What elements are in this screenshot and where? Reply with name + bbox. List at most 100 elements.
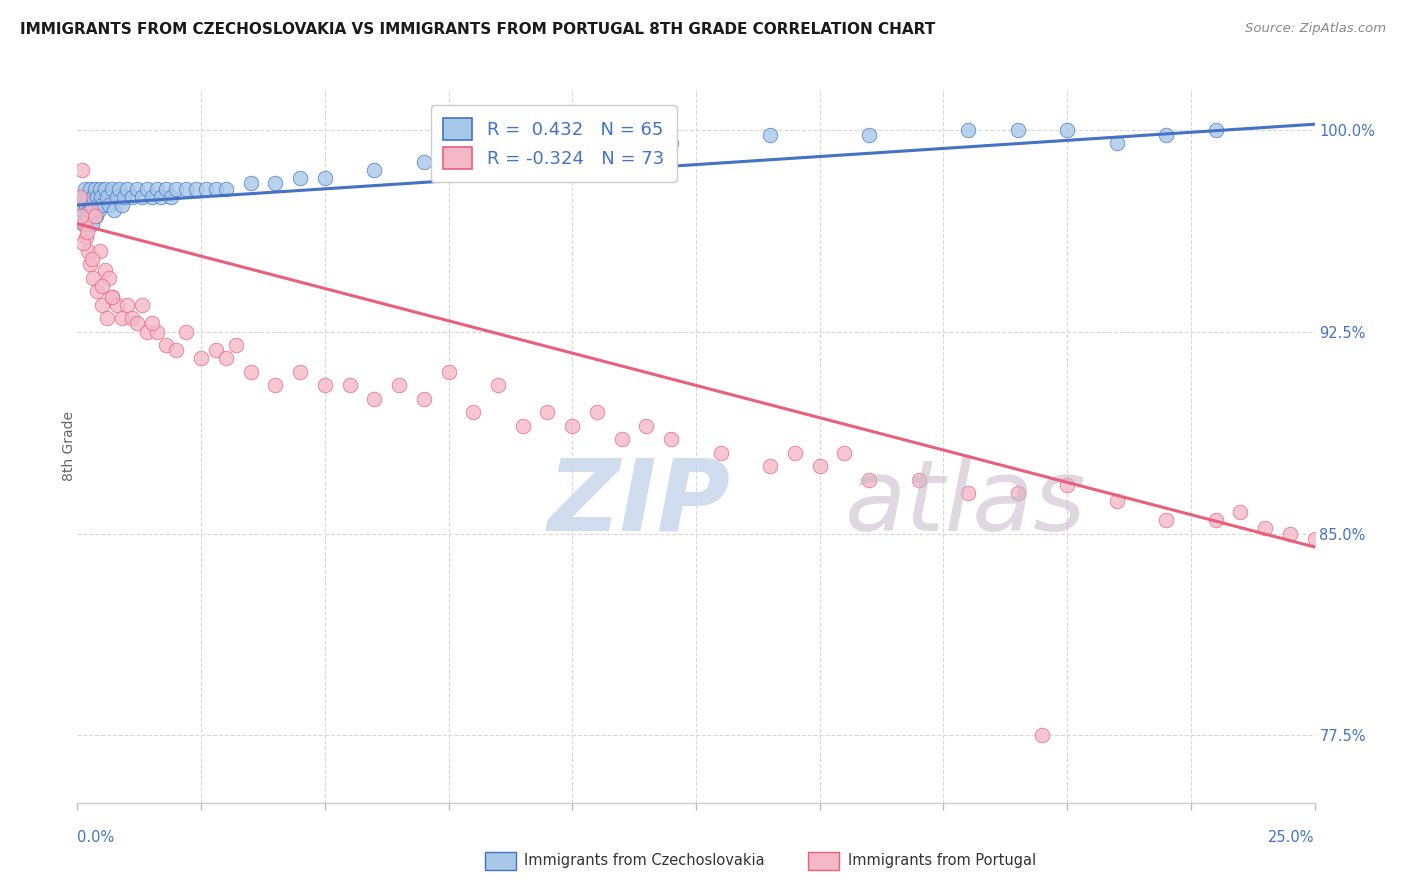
Point: [121, 311, 143, 326]
Point: [70, 209, 93, 223]
Point: [412, 155, 434, 169]
Point: [412, 392, 434, 406]
Point: [165, 182, 187, 196]
Point: [83, 203, 105, 218]
Point: [77, 190, 100, 204]
Point: [77, 203, 100, 218]
Point: [69, 209, 91, 223]
Text: Source: ZipAtlas.com: Source: ZipAtlas.com: [1246, 22, 1386, 36]
Point: [82, 252, 104, 266]
Point: [98, 270, 121, 285]
Text: 25.0%: 25.0%: [1268, 830, 1315, 845]
Point: [1105, 494, 1128, 508]
Point: [174, 325, 197, 339]
Point: [141, 317, 163, 331]
Point: [87, 198, 110, 212]
Point: [72, 163, 94, 178]
Point: [77, 244, 100, 258]
Point: [141, 190, 163, 204]
Point: [314, 171, 336, 186]
Point: [659, 136, 682, 150]
Point: [101, 182, 124, 196]
Point: [512, 418, 534, 433]
Point: [486, 378, 509, 392]
Point: [225, 338, 247, 352]
Point: [1031, 729, 1053, 743]
Point: [79, 182, 101, 196]
Point: [150, 190, 173, 204]
Point: [84, 209, 107, 223]
Point: [125, 317, 148, 331]
Point: [84, 182, 107, 196]
Point: [834, 446, 856, 460]
Point: [1105, 136, 1128, 150]
Point: [165, 343, 187, 358]
Point: [80, 198, 103, 212]
Point: [75, 182, 97, 196]
Point: [536, 405, 558, 419]
Point: [145, 325, 167, 339]
Point: [105, 298, 128, 312]
Point: [131, 298, 153, 312]
Text: IMMIGRANTS FROM CZECHOSLOVAKIA VS IMMIGRANTS FROM PORTUGAL 8TH GRADE CORRELATION: IMMIGRANTS FROM CZECHOSLOVAKIA VS IMMIGR…: [20, 22, 935, 37]
Y-axis label: 8th Grade: 8th Grade: [62, 411, 76, 481]
Point: [1154, 513, 1177, 527]
Point: [437, 365, 460, 379]
Point: [205, 182, 228, 196]
Point: [76, 225, 98, 239]
Point: [1007, 486, 1029, 500]
Point: [145, 182, 167, 196]
Point: [1205, 122, 1227, 136]
Point: [610, 432, 633, 446]
Point: [363, 163, 385, 178]
Point: [215, 351, 238, 366]
Point: [957, 486, 980, 500]
Point: [1205, 513, 1227, 527]
Point: [75, 198, 97, 212]
Point: [105, 190, 128, 204]
Point: [87, 203, 110, 218]
Point: [160, 190, 183, 204]
Point: [636, 418, 658, 433]
Point: [957, 122, 980, 136]
Legend: R =  0.432   N = 65, R = -0.324   N = 73: R = 0.432 N = 65, R = -0.324 N = 73: [430, 105, 676, 182]
Point: [91, 198, 114, 212]
Point: [907, 473, 929, 487]
Point: [135, 325, 157, 339]
Point: [586, 405, 609, 419]
Point: [239, 177, 262, 191]
Point: [82, 190, 104, 204]
Point: [339, 378, 361, 392]
Point: [69, 190, 91, 204]
Point: [783, 446, 806, 460]
Point: [264, 378, 287, 392]
Point: [1229, 505, 1251, 519]
Point: [1278, 526, 1301, 541]
Point: [858, 473, 880, 487]
Point: [1056, 122, 1078, 136]
Point: [135, 182, 157, 196]
Point: [80, 203, 103, 218]
Point: [115, 182, 138, 196]
Point: [288, 365, 311, 379]
Point: [1007, 122, 1029, 136]
Point: [90, 190, 112, 204]
Point: [121, 190, 143, 204]
Text: ZIP: ZIP: [547, 455, 731, 551]
Point: [89, 182, 111, 196]
Point: [103, 203, 125, 218]
Point: [73, 217, 96, 231]
Point: [89, 244, 111, 258]
Point: [75, 230, 97, 244]
Point: [115, 298, 138, 312]
Point: [72, 217, 94, 231]
Point: [125, 182, 148, 196]
Point: [288, 171, 311, 186]
Point: [72, 235, 94, 250]
Point: [155, 182, 177, 196]
Point: [86, 190, 108, 204]
Point: [710, 446, 733, 460]
Point: [205, 343, 228, 358]
Point: [388, 378, 411, 392]
Point: [82, 270, 104, 285]
